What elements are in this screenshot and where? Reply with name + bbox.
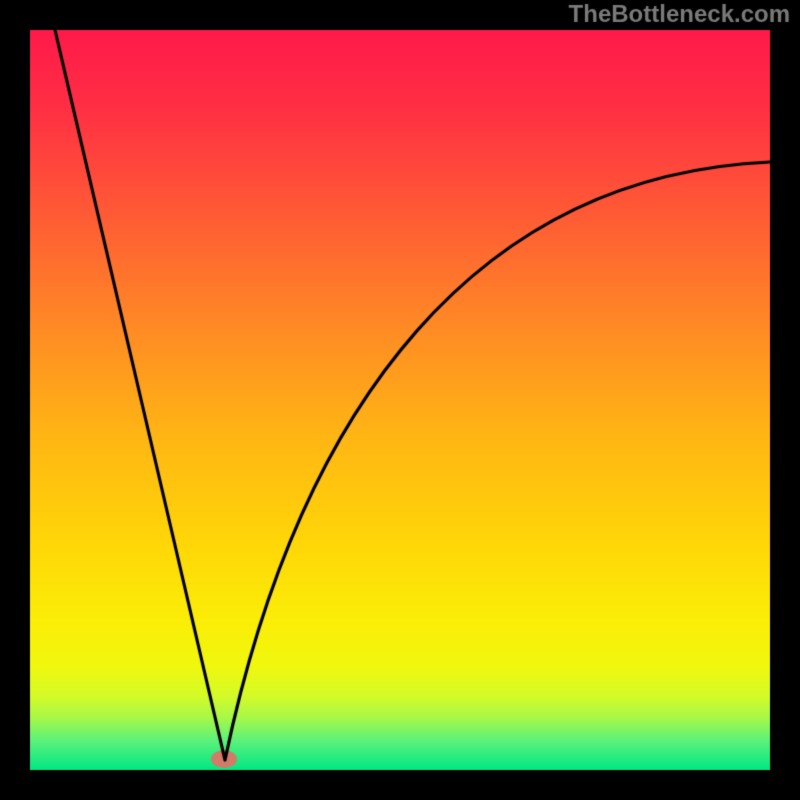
bottleneck-chart — [0, 0, 800, 800]
